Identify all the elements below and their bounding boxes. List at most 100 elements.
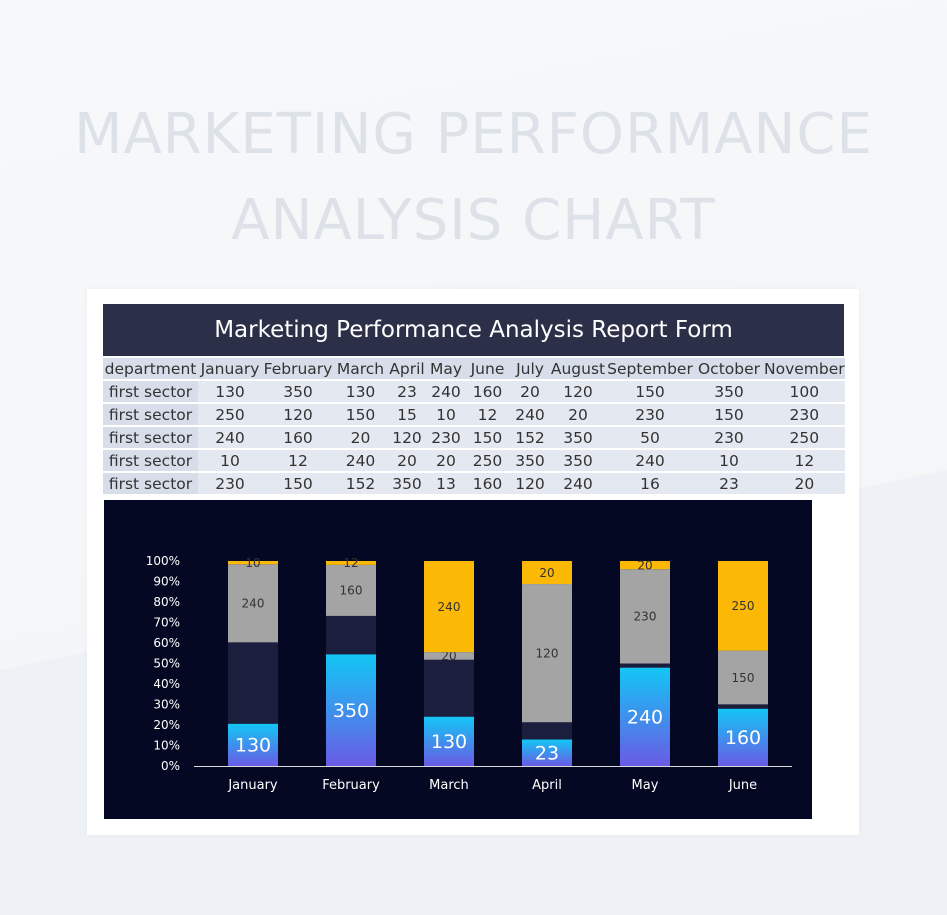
table-cell: 12 <box>465 404 510 427</box>
row-label: first sector <box>103 381 198 404</box>
chart-area: 0% 10% 20% 30% 40% 50% 60% 70% 80% 90% 100% 130 240 1… <box>104 500 812 819</box>
data-label: 240 <box>242 597 265 611</box>
bar-segment <box>326 564 376 616</box>
table-cell: 15 <box>387 404 427 427</box>
table-cell: 120 <box>387 427 427 450</box>
column-header: October <box>694 358 764 381</box>
bar-segment <box>424 652 474 660</box>
table-cell: 230 <box>764 404 845 427</box>
table-cell: 230 <box>606 404 694 427</box>
column-header: August <box>550 358 606 381</box>
table-cell: 350 <box>694 381 764 404</box>
bar-segment <box>326 654 376 766</box>
column-header: February <box>262 358 334 381</box>
x-tick-label: January <box>227 778 278 793</box>
table-cell: 230 <box>427 427 465 450</box>
table-cell: 350 <box>510 450 550 473</box>
table-cell: 230 <box>694 427 764 450</box>
row-label: first sector <box>103 404 198 427</box>
table-cell: 20 <box>510 381 550 404</box>
table-cell: 20 <box>764 473 845 496</box>
table-cell: 120 <box>262 404 334 427</box>
data-label: 240 <box>627 707 663 729</box>
page-title-line-1: MARKETING PERFORMANCE <box>74 102 873 167</box>
data-label: 20 <box>441 649 456 663</box>
table-cell: 350 <box>387 473 427 496</box>
bar-segment <box>620 667 670 766</box>
table-row: first sector 240 160 20 120 230 150 152 350 50 230… <box>103 427 845 450</box>
table-cell: 250 <box>764 427 845 450</box>
data-label: 160 <box>725 727 761 749</box>
table-row: first sector 230 150 152 350 13 160 120 240 16 23 2… <box>103 473 845 496</box>
page-title: MARKETING PERFORMANCE ANALYSIS CHART <box>0 92 947 264</box>
bar-segment <box>326 615 376 655</box>
bar-segment <box>522 561 572 585</box>
report-table: department January February March April May Ju… <box>103 358 845 496</box>
x-tick-label: March <box>429 778 469 793</box>
x-tick-label: June <box>728 778 757 793</box>
bar-segment <box>228 561 278 565</box>
x-tick-label: February <box>322 778 380 793</box>
column-header: May <box>427 358 465 381</box>
table-cell: 13 <box>427 473 465 496</box>
x-tick-label: May <box>632 778 659 793</box>
table-cell: 10 <box>694 450 764 473</box>
bar-segment <box>424 716 474 766</box>
table-cell: 152 <box>334 473 387 496</box>
column-header: April <box>387 358 427 381</box>
bar-segment <box>620 561 670 570</box>
table-cell: 10 <box>427 404 465 427</box>
table-cell: 240 <box>334 450 387 473</box>
data-label: 10 <box>245 556 260 570</box>
column-header: March <box>334 358 387 381</box>
table-row: first sector 10 12 240 20 20 250 350 350 240 10 12 <box>103 450 845 473</box>
bar-segment <box>718 708 768 766</box>
bar-segment <box>718 561 768 651</box>
table-cell: 240 <box>606 450 694 473</box>
table-cell: 240 <box>198 427 262 450</box>
data-label: 230 <box>634 610 657 624</box>
bar-segment <box>424 561 474 653</box>
column-header: January <box>198 358 262 381</box>
table-cell: 130 <box>334 381 387 404</box>
table-cell: 150 <box>262 473 334 496</box>
bar-segment <box>228 564 278 643</box>
table-cell: 20 <box>550 404 606 427</box>
table-cell: 160 <box>465 381 510 404</box>
bar-segment <box>228 642 278 724</box>
data-label: 250 <box>732 599 755 613</box>
bar-segment <box>718 704 768 709</box>
table-cell: 150 <box>694 404 764 427</box>
bar-segment <box>522 722 572 740</box>
column-header: July <box>510 358 550 381</box>
column-header: November <box>764 358 845 381</box>
data-label: 12 <box>343 556 358 570</box>
table-cell: 230 <box>198 473 262 496</box>
table-cell: 20 <box>334 427 387 450</box>
table-cell: 150 <box>465 427 510 450</box>
table-cell: 120 <box>510 473 550 496</box>
data-label: 23 <box>535 743 559 765</box>
bar-segment <box>522 739 572 766</box>
y-tick-label: 30% <box>153 698 180 712</box>
table-cell: 120 <box>550 381 606 404</box>
table-cell: 160 <box>465 473 510 496</box>
y-tick-label: 80% <box>153 595 180 609</box>
table-cell: 150 <box>334 404 387 427</box>
data-label: 240 <box>438 600 461 614</box>
y-tick-label: 60% <box>153 636 180 650</box>
y-tick-label: 50% <box>153 657 180 671</box>
table-cell: 240 <box>550 473 606 496</box>
table-row: first sector 250 120 150 15 10 12 240 20 230 150 23… <box>103 404 845 427</box>
table-cell: 250 <box>465 450 510 473</box>
bar-segment <box>620 663 670 668</box>
bar-segment <box>326 561 376 565</box>
data-label: 130 <box>235 735 271 757</box>
y-tick-label: 90% <box>153 575 180 589</box>
column-header: September <box>606 358 694 381</box>
table-cell: 20 <box>387 450 427 473</box>
row-label: first sector <box>103 473 198 496</box>
table-cell: 350 <box>262 381 334 404</box>
table-cell: 350 <box>550 427 606 450</box>
table-cell: 12 <box>262 450 334 473</box>
